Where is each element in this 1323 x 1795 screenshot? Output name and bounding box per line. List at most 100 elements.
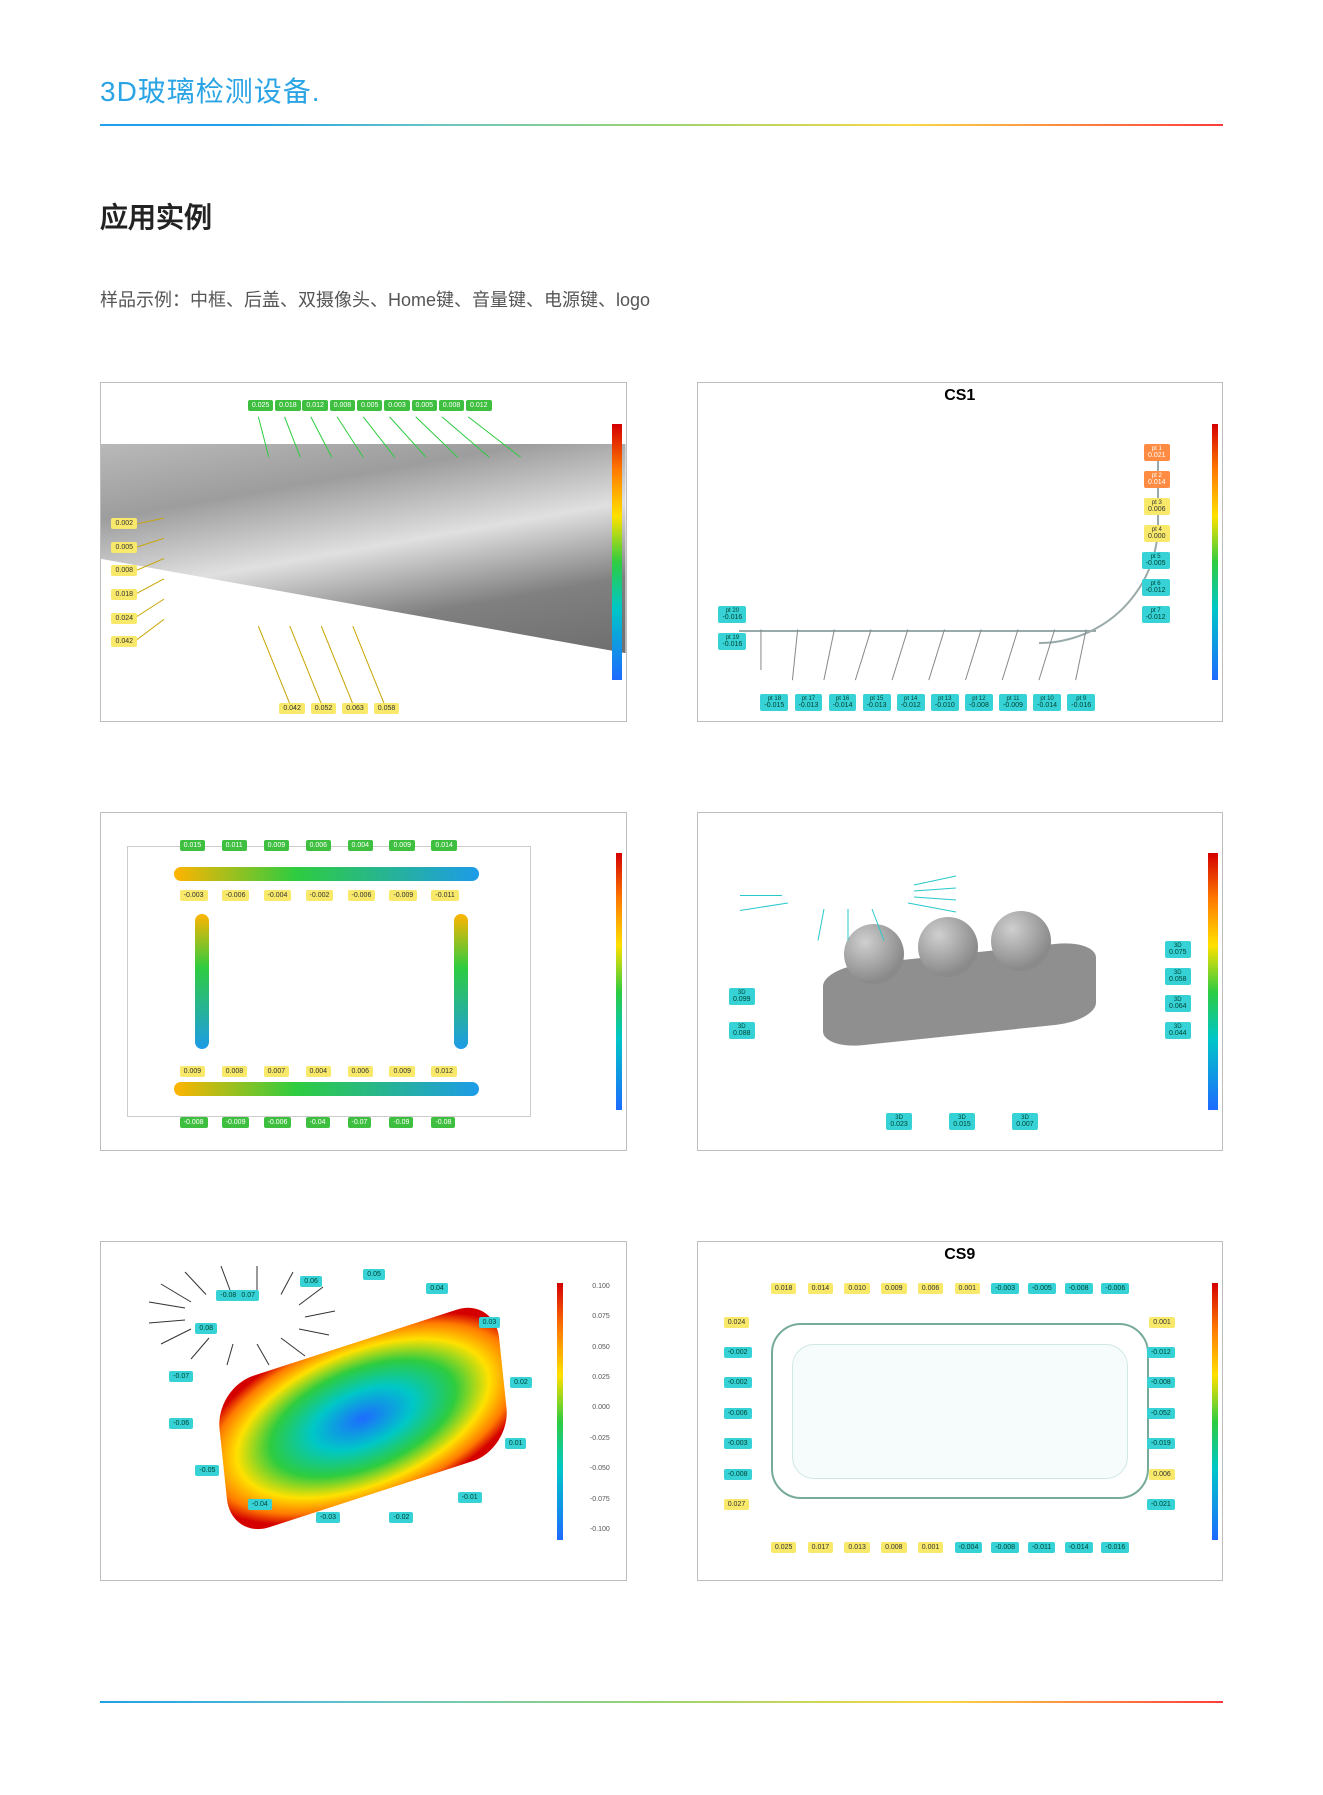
value-tag: 0.025 xyxy=(248,400,274,411)
value-tag: -0.006 xyxy=(724,1408,752,1419)
value-tag: 0.008 xyxy=(222,1066,248,1077)
value-tag: pt 30.006 xyxy=(1144,498,1170,515)
legend-tick: 0.000 xyxy=(592,1404,610,1411)
value-tag: 0.008 xyxy=(111,565,137,576)
value-tag: -0.05 xyxy=(195,1465,219,1476)
panel-title: CS9 xyxy=(944,1246,975,1264)
value-tag: 0.042 xyxy=(279,703,305,714)
leader-lines xyxy=(698,813,998,963)
colorbar xyxy=(1208,853,1218,1110)
value-tag: 0.009 xyxy=(881,1283,907,1294)
value-tag: 0.006 xyxy=(348,1066,374,1077)
value-tag: pt 14-0.012 xyxy=(897,694,925,711)
value-tag: 0.005 xyxy=(111,542,137,553)
value-tag: -0.011 xyxy=(431,890,458,901)
value-tag: 0.04 xyxy=(426,1283,448,1294)
value-tag: pt 11-0.009 xyxy=(999,694,1027,711)
value-tag: 0.001 xyxy=(1149,1317,1175,1328)
value-tag: -0.014 xyxy=(1065,1542,1093,1553)
page-title: 3D玻璃检测设备. xyxy=(100,70,1223,110)
value-tag: pt 16-0.014 xyxy=(829,694,857,711)
value-tag: 0.02 xyxy=(510,1377,532,1388)
value-tag: 3D0.015 xyxy=(949,1113,975,1130)
value-tag: -0.012 xyxy=(1147,1347,1175,1358)
value-tag: -0.02 xyxy=(389,1512,413,1523)
value-tag: -0.011 xyxy=(1028,1542,1055,1553)
value-tag: -0.003 xyxy=(724,1438,752,1449)
value-tag: 3D0.023 xyxy=(886,1113,912,1130)
value-tag: pt 5-0.005 xyxy=(1142,552,1170,569)
value-tag: -0.006 xyxy=(264,1117,292,1128)
value-tag: -0.004 xyxy=(264,890,292,901)
bar-top xyxy=(174,867,478,881)
value-tag: 3D0.044 xyxy=(1165,1022,1191,1039)
section-heading: 应用实例 xyxy=(100,196,1223,236)
value-tag: -0.07 xyxy=(169,1371,193,1382)
value-tag: 0.052 xyxy=(311,703,337,714)
value-tag: 0.009 xyxy=(180,1066,206,1077)
panel-camera-module: 3D0.0993D0.088 3D0.0753D0.0583D0.0643D0.… xyxy=(697,812,1224,1152)
value-tag: pt 6-0.012 xyxy=(1142,579,1170,596)
value-tag: -0.016 xyxy=(1101,1542,1129,1553)
panel-heatmap: 0.080.070.060.050.040.030.020.01-0.01-0.… xyxy=(100,1241,627,1581)
value-tag: 0.05 xyxy=(363,1269,385,1280)
page: 3D玻璃检测设备. 应用实例 样品示例：中框、后盖、双摄像头、Home键、音量键… xyxy=(0,0,1323,1793)
value-tag: 0.009 xyxy=(389,1066,415,1077)
value-tag: 0.024 xyxy=(724,1317,750,1328)
value-tag: 3D0.064 xyxy=(1165,995,1191,1012)
value-tag: -0.006 xyxy=(348,890,376,901)
value-tag: pt 12-0.008 xyxy=(965,694,993,711)
value-tag: 0.025 xyxy=(771,1542,797,1553)
title-divider xyxy=(100,124,1223,126)
value-tag: 3D0.099 xyxy=(729,988,755,1005)
value-tag: -0.004 xyxy=(955,1542,983,1553)
value-tag: 0.008 xyxy=(439,400,465,411)
value-tag: pt 10.021 xyxy=(1144,444,1170,461)
value-tag: -0.003 xyxy=(180,890,208,901)
legend-tick: -0.100 xyxy=(590,1526,610,1533)
value-tag: 0.024 xyxy=(111,613,137,624)
value-tag: -0.06 xyxy=(169,1418,193,1429)
legend-tick: -0.075 xyxy=(590,1496,610,1503)
legend-tick: -0.025 xyxy=(590,1435,610,1442)
lens-3 xyxy=(991,911,1051,971)
value-tag: -0.006 xyxy=(1101,1283,1129,1294)
value-tag: 0.007 xyxy=(264,1066,290,1077)
value-tag: 0.004 xyxy=(306,1066,332,1077)
value-tag: 0.010 xyxy=(844,1283,870,1294)
value-tag: pt 13-0.010 xyxy=(931,694,959,711)
value-tag: 0.03 xyxy=(479,1317,501,1328)
panel-cs1-profile: CS1 pt 10.021pt 20.014pt 30.006pt 40.000… xyxy=(697,382,1224,722)
value-tag: -0.04 xyxy=(306,1117,330,1128)
value-tag: 0.002 xyxy=(111,518,137,529)
value-tag: 0.008 xyxy=(330,400,356,411)
sample-description: 样品示例：中框、后盖、双摄像头、Home键、音量键、电源键、logo xyxy=(100,286,1223,312)
inner-pad xyxy=(792,1344,1128,1479)
colorbar xyxy=(616,853,622,1110)
value-tag: -0.009 xyxy=(389,890,417,901)
panel-edge-3d: 0.0250.0180.0120.0080.0050.0030.0050.008… xyxy=(100,382,627,722)
value-tag: 0.027 xyxy=(724,1499,750,1510)
value-tag: 0.001 xyxy=(955,1283,981,1294)
panel-frame-bars: 0.0150.0110.0090.0060.0040.0090.014 -0.0… xyxy=(100,812,627,1152)
value-tag: 0.012 xyxy=(302,400,328,411)
value-tag: 0.058 xyxy=(374,703,400,714)
value-tag: 0.005 xyxy=(357,400,383,411)
value-tag: -0.002 xyxy=(306,890,334,901)
value-tag: -0.008 xyxy=(1147,1377,1175,1388)
value-tag: pt 15-0.013 xyxy=(863,694,891,711)
value-tag: pt 18-0.015 xyxy=(760,694,788,711)
value-tag: 0.013 xyxy=(844,1542,870,1553)
legend-tick: -0.050 xyxy=(590,1465,610,1472)
value-tag: -0.08 xyxy=(431,1117,455,1128)
leader-lines xyxy=(101,383,626,721)
value-tag: -0.006 xyxy=(222,890,250,901)
value-tag: -0.002 xyxy=(724,1347,752,1358)
value-tag: 0.014 xyxy=(431,840,457,851)
value-tag: -0.021 xyxy=(1147,1499,1175,1510)
value-tag: 0.01 xyxy=(505,1438,527,1449)
bar-bottom xyxy=(174,1082,478,1096)
value-tag: 0.003 xyxy=(384,400,410,411)
value-tag: -0.08 xyxy=(216,1290,240,1301)
value-tag: 0.063 xyxy=(342,703,368,714)
